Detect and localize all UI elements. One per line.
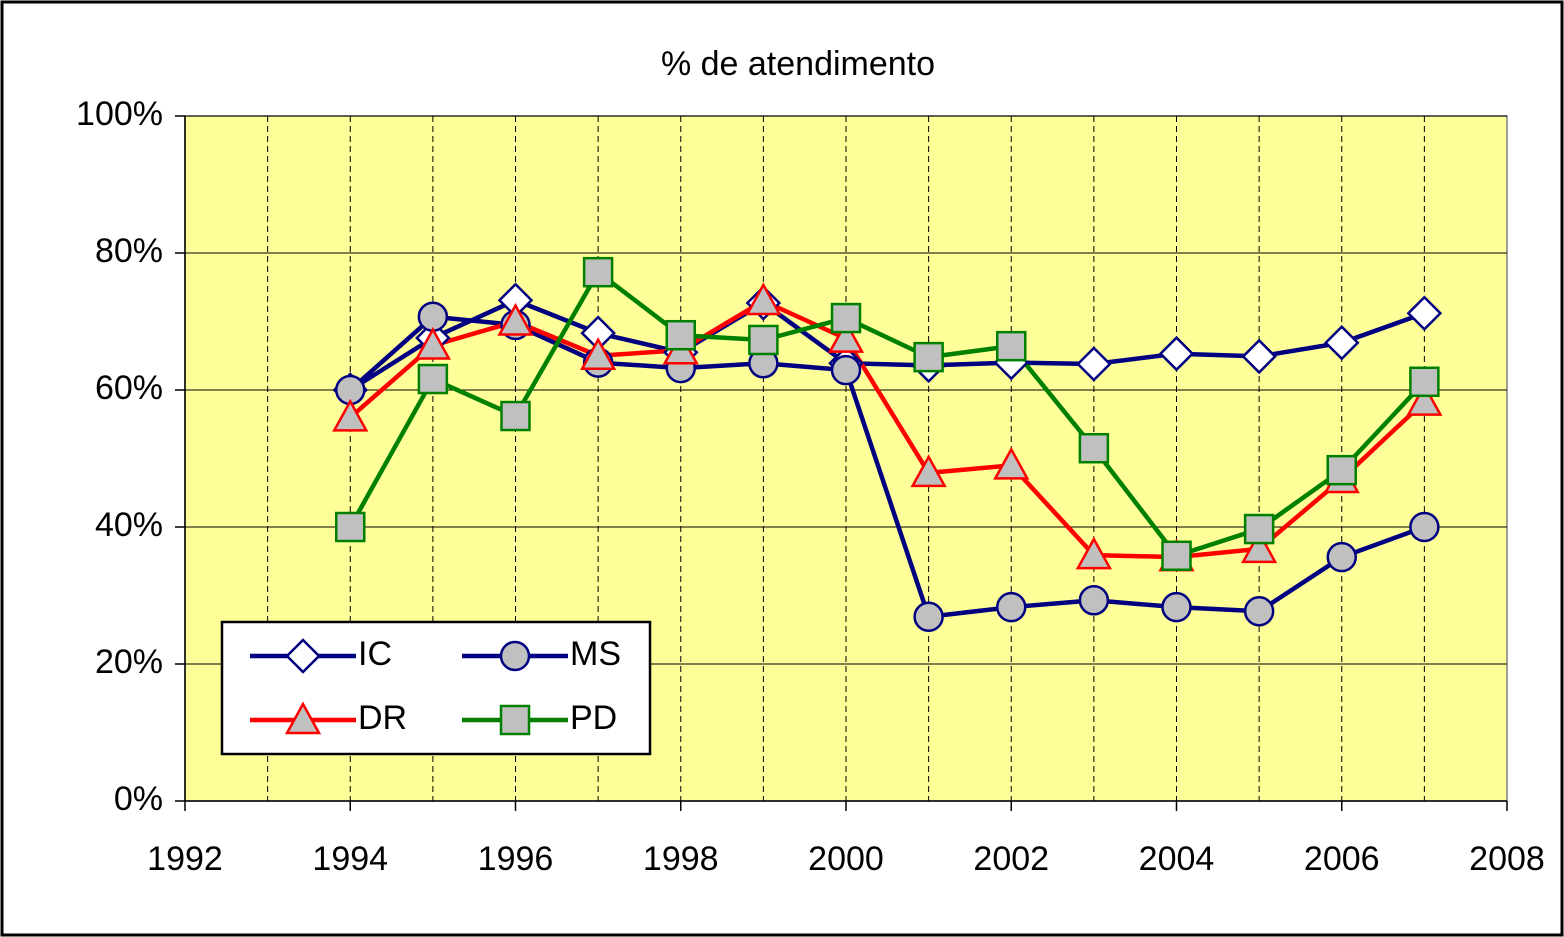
marker [1241, 530, 1278, 564]
marker [1076, 346, 1112, 382]
marker [1075, 536, 1112, 570]
x-tick-label: 1992 [147, 840, 223, 878]
marker [827, 320, 865, 353]
marker [414, 326, 451, 360]
marker [497, 302, 534, 336]
marker [1241, 338, 1277, 375]
x-tick-label: 2008 [1469, 840, 1545, 878]
marker [417, 363, 449, 395]
marker [830, 354, 862, 386]
marker [1243, 513, 1275, 545]
marker [335, 511, 366, 543]
marker [500, 400, 531, 432]
y-tick-label: 20% [95, 643, 163, 681]
marker [996, 330, 1027, 362]
marker [1078, 585, 1110, 616]
chart-title: % de atendimento [661, 45, 935, 83]
marker [1078, 432, 1110, 464]
legend-label: PD [570, 699, 617, 737]
marker [748, 324, 779, 356]
marker [1243, 596, 1275, 627]
marker [1409, 511, 1440, 543]
y-tick-label: 100% [76, 95, 163, 133]
y-tick-label: 0% [114, 780, 163, 818]
x-tick-label: 2006 [1304, 840, 1380, 878]
y-tick-label: 60% [95, 369, 163, 407]
marker [1158, 335, 1195, 372]
marker [1326, 454, 1357, 486]
x-tick-label: 1996 [478, 840, 554, 878]
x-tick-label: 2004 [1139, 840, 1215, 878]
legend-label: IC [358, 635, 392, 673]
y-tick-label: 40% [95, 506, 163, 544]
marker [499, 704, 531, 736]
y-tick-label: 80% [95, 232, 163, 270]
marker [665, 319, 696, 351]
x-tick-label: 1994 [312, 840, 388, 878]
marker [582, 256, 614, 288]
marker [1406, 295, 1443, 332]
legend-label: MS [570, 635, 621, 673]
marker [1326, 541, 1357, 573]
marker [1161, 540, 1192, 572]
marker [745, 282, 782, 316]
marker [910, 454, 947, 488]
legend-label: DR [358, 699, 407, 737]
marker [993, 446, 1030, 480]
marker [417, 301, 449, 332]
legend: IC MS DR PD [220, 620, 652, 756]
marker [1406, 383, 1443, 416]
marker [913, 341, 944, 373]
marker [285, 638, 321, 674]
marker [913, 601, 944, 632]
marker [830, 302, 862, 334]
marker [1323, 324, 1360, 361]
x-tick-label: 2000 [808, 840, 884, 878]
marker [1161, 591, 1192, 623]
marker [580, 337, 617, 370]
marker [996, 591, 1027, 623]
marker [1409, 366, 1440, 398]
x-tick-label: 2002 [973, 840, 1049, 878]
x-tick-label: 1998 [643, 840, 719, 878]
marker [332, 398, 369, 432]
marker [284, 701, 322, 735]
marker [499, 640, 531, 672]
